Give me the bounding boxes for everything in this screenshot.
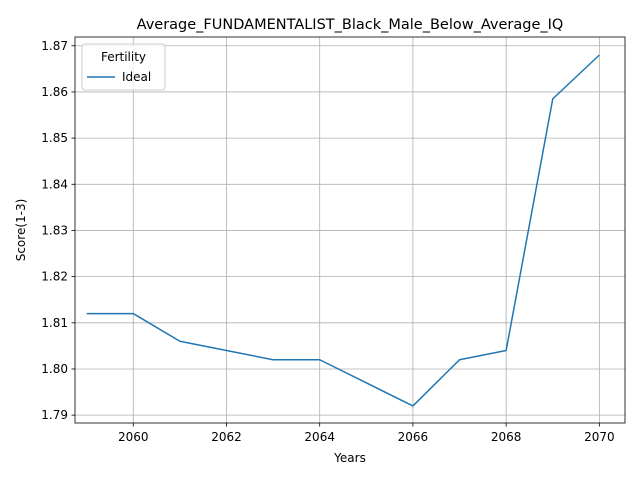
x-axis-label: Years xyxy=(333,451,366,465)
y-tick-label: 1.84 xyxy=(41,177,68,191)
y-axis-ticks: 1.79 1.80 1.81 1.82 1.83 1.84 1.85 1.86 1.87 xyxy=(41,39,75,422)
x-tick-label: 2070 xyxy=(584,430,615,444)
grid-lines xyxy=(75,37,625,423)
y-axis-label: Score(1-3) xyxy=(14,199,28,262)
chart-title: Average_FUNDAMENTALIST_Black_Male_Below_… xyxy=(137,17,564,33)
x-tick-label: 2066 xyxy=(398,430,429,444)
series-lines xyxy=(86,54,600,407)
legend-box xyxy=(81,43,166,91)
y-tick-label: 1.83 xyxy=(41,223,68,237)
y-tick-label: 1.87 xyxy=(41,39,68,53)
y-tick-label: 1.79 xyxy=(41,408,68,422)
y-tick-label: 1.82 xyxy=(41,270,68,284)
y-tick-label: 1.85 xyxy=(41,131,68,145)
legend-label-ideal: Ideal xyxy=(122,70,151,84)
legend: Fertility Ideal xyxy=(81,43,166,91)
y-tick-label: 1.86 xyxy=(41,85,68,99)
x-tick-label: 2060 xyxy=(118,430,149,444)
x-tick-label: 2068 xyxy=(491,430,522,444)
y-tick-label: 1.81 xyxy=(41,316,68,330)
plot-area-frame xyxy=(74,36,626,424)
x-tick-label: 2064 xyxy=(304,430,335,444)
y-tick-label: 1.80 xyxy=(41,362,68,376)
x-axis-ticks: 2060 2062 2064 2066 2068 2070 xyxy=(118,423,615,444)
series-line-ideal xyxy=(86,54,600,407)
legend-title: Fertility xyxy=(101,50,146,64)
x-tick-label: 2062 xyxy=(211,430,242,444)
